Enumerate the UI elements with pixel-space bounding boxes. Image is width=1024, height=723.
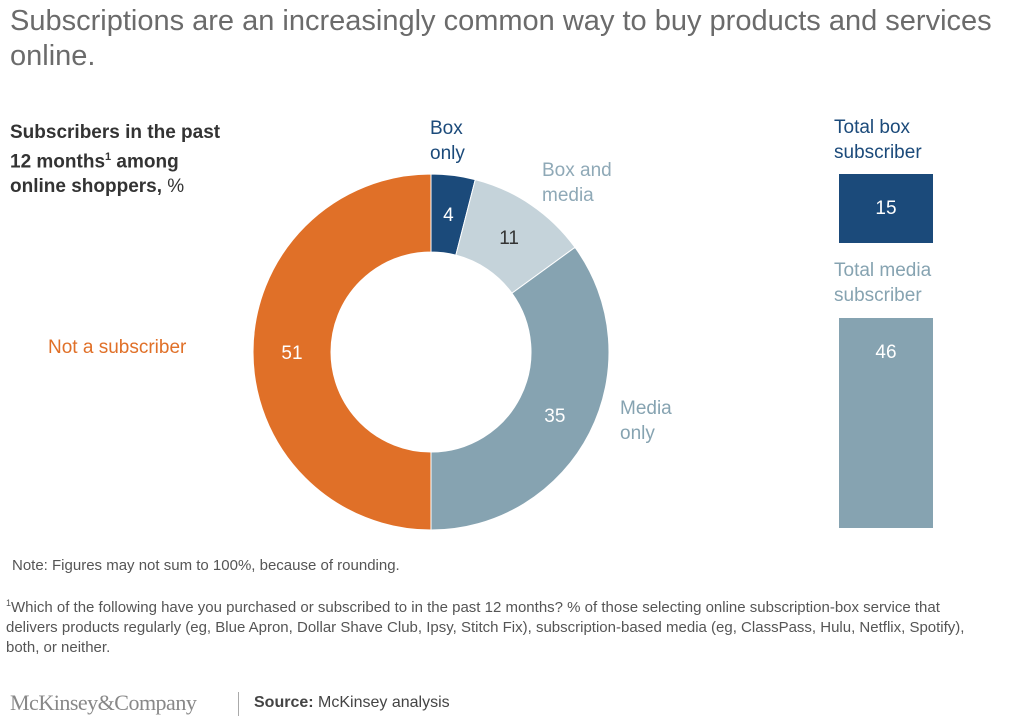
bar: 46 [839, 318, 933, 529]
slice-category-label: Box and media [542, 160, 612, 206]
footnote: 1Which of the following have you purchas… [6, 593, 986, 658]
subtitle-line1: Subscribers in the past [10, 122, 221, 143]
slice-category-label: Media only [620, 398, 672, 444]
footnote-marker: 1 [105, 151, 112, 163]
slice-value-label: 51 [281, 343, 302, 364]
subtitle-line2a: 12 months [10, 151, 106, 173]
donut-slice [252, 173, 432, 531]
footnote-sup: 1 [6, 598, 12, 608]
bar-value-label: 15 [875, 198, 897, 219]
chart-subtitle: Subscribers in the past 12 months1 among… [10, 120, 220, 199]
donut-slice [430, 246, 610, 531]
slice-category-label: Not a subscriber [48, 337, 187, 358]
slice-value-label: 35 [544, 406, 565, 427]
brand-logo: McKinsey&Company [10, 690, 197, 715]
bar: 15 [839, 174, 933, 243]
source-text: McKinsey analysis [313, 694, 450, 711]
bar-category-label: Total box subscriber [834, 117, 922, 163]
note: Note: Figures may not sum to 100%, becau… [12, 557, 400, 574]
slice-value-label: 4 [443, 205, 454, 226]
subtitle-line3: online shoppers, [10, 176, 163, 198]
subtitle-unit: % [162, 176, 185, 198]
source-label: Source: [254, 694, 314, 711]
slice-category-label: Box only [430, 118, 465, 164]
footnote-text: Which of the following have you purchase… [6, 599, 965, 656]
source: Source: McKinsey analysis [254, 694, 450, 712]
bar-category-label: Total media subscriber [834, 260, 932, 306]
subtitle-line2b: among [111, 151, 179, 173]
chart-title: Subscriptions are an increasingly common… [10, 5, 992, 72]
footer-divider [238, 692, 239, 716]
slice-value-label: 11 [499, 228, 519, 249]
bar-value-label: 46 [875, 342, 897, 363]
